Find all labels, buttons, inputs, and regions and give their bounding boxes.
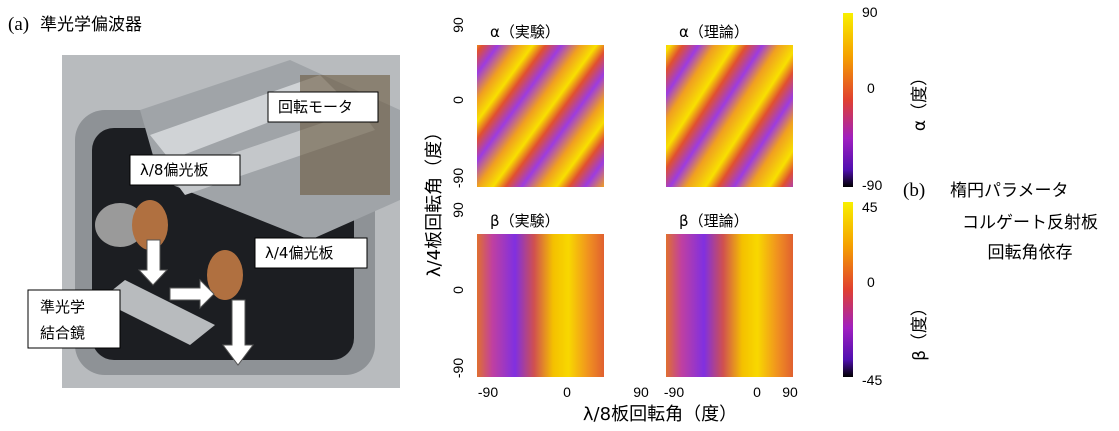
cbar-tick: 90 [862, 4, 878, 20]
y-tick-label: 0 [450, 96, 466, 104]
cbar-tick: 45 [862, 199, 878, 215]
figure: (a) 準光学偏波器 回転モータ λ/8偏光板 λ/4偏光板 準光学 結合鏡 [0, 0, 1119, 431]
panel-label: (b) [903, 180, 925, 201]
caption-line: 回転角依存 [988, 243, 1073, 263]
map-title: β（理論） [679, 212, 749, 230]
x-tick-label: 90 [782, 384, 798, 400]
x-tick-label: 0 [563, 384, 571, 400]
cbar-label: β（度） [910, 299, 930, 361]
cbar-tick: 0 [867, 274, 875, 290]
map-title: α（理論） [679, 23, 749, 41]
cbar-label: α（度） [910, 69, 930, 131]
cbar-tick: -90 [862, 177, 882, 193]
y-ticks: 90 0 -90 90 0 -90 [450, 17, 466, 378]
heatmaps [477, 13, 853, 377]
y-tick-label: 90 [450, 17, 466, 33]
panel-title: 準光学偏波器 [40, 15, 142, 35]
callout: λ/4偏光板 [265, 244, 333, 262]
callout: 回転モータ [278, 98, 353, 116]
y-tick-label: -90 [450, 168, 466, 188]
y-tick-label: 0 [450, 286, 466, 294]
x-axis-label: λ/8板回転角（度） [583, 404, 737, 425]
x-tick-label: 90 [633, 384, 649, 400]
caption-line: コルゲート反射板 [962, 213, 1098, 233]
y-axis-label: λ/4板回転角（度） [424, 123, 445, 277]
y-tick-label: 90 [450, 202, 466, 218]
callout: 結合鏡 [40, 324, 85, 342]
y-tick-label: -90 [450, 358, 466, 378]
map-title: β（実験） [490, 212, 560, 230]
caption-line: 楕円パラメータ [950, 181, 1069, 201]
x-tick-label: -90 [478, 384, 498, 400]
cbar-tick: -45 [862, 372, 882, 388]
map-title: α（実験） [490, 23, 560, 41]
callout: 準光学 [40, 298, 85, 316]
cbar-tick: 0 [867, 80, 875, 96]
x-tick-label: -90 [664, 384, 684, 400]
callout: λ/8偏光板 [140, 161, 208, 179]
x-tick-label: 0 [753, 384, 761, 400]
panel-label: (a) [8, 14, 29, 35]
